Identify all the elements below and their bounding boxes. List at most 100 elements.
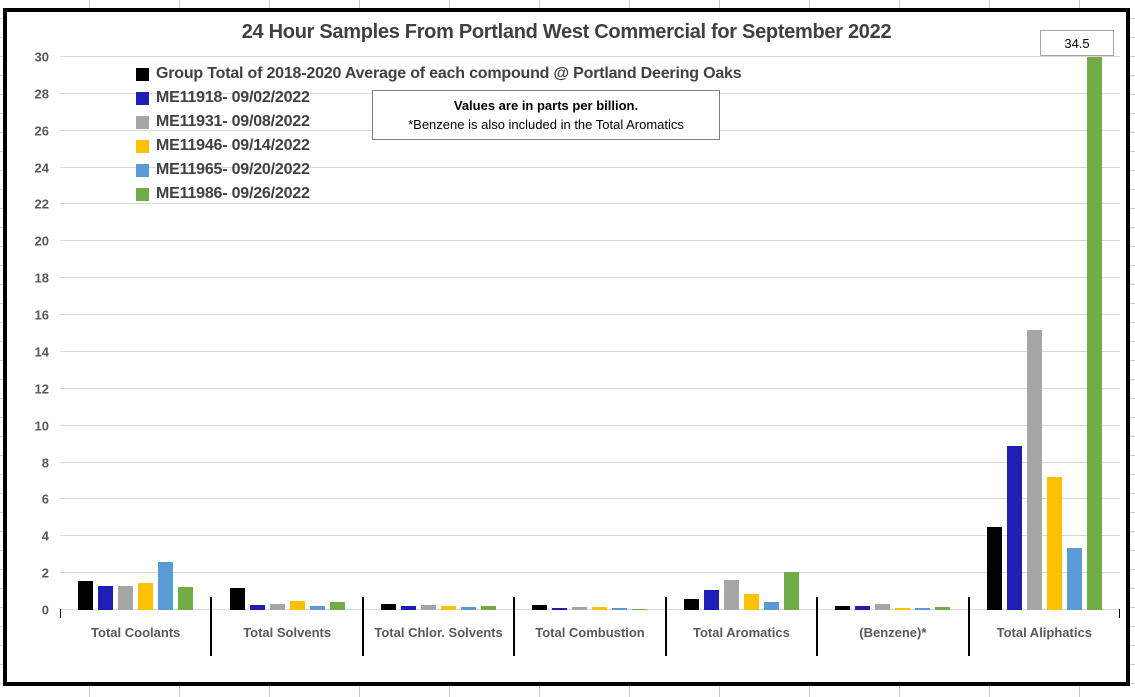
gridline-y-2 <box>60 572 1120 574</box>
x-axis-category-label: Total Aliphatics <box>996 625 1092 640</box>
x-axis-category-label: Total Aromatics <box>693 625 790 640</box>
bar[interactable] <box>1026 329 1042 610</box>
y-axis-tick-label: 18 <box>34 270 49 286</box>
bar[interactable] <box>381 603 397 610</box>
bar[interactable] <box>632 609 648 610</box>
legend-label: ME11946- 09/14/2022 <box>156 137 310 154</box>
bar-group-0 <box>60 57 211 610</box>
bar-group-2 <box>363 57 514 610</box>
units-note-line1: Values are in parts per billion. <box>453 98 639 113</box>
bar[interactable] <box>78 581 94 610</box>
bar[interactable] <box>835 606 851 610</box>
bar[interactable] <box>1046 477 1062 610</box>
bar[interactable] <box>269 604 285 610</box>
gridline-y-22 <box>60 203 1120 205</box>
bar[interactable] <box>249 605 265 610</box>
bar[interactable] <box>1086 57 1102 610</box>
bar[interactable] <box>743 594 759 610</box>
y-axis-tick-label: 26 <box>34 123 49 139</box>
x-axis-category-label: Total Chlor. Solvents <box>374 625 503 640</box>
gridline-y-16 <box>60 314 1120 316</box>
bar[interactable] <box>1066 548 1082 610</box>
bar[interactable] <box>723 579 739 610</box>
legend-label: Group Total of 2018-2020 Average of each… <box>156 65 742 82</box>
bar[interactable] <box>178 586 194 610</box>
plot-area: Group Total of 2018-2020 Average of each… <box>35 30 1120 656</box>
bar[interactable] <box>612 608 628 610</box>
x-axis-category-label: (Benzene)* <box>859 625 927 640</box>
y-axis-tick-label: 22 <box>34 196 49 212</box>
bar-group-1 <box>211 57 362 610</box>
gridline-y-18 <box>60 277 1120 279</box>
legend-item-3[interactable]: ME11946- 09/14/2022 <box>136 137 741 155</box>
units-note-line2: *Benzene is also included in the Total A… <box>408 117 684 132</box>
category-separator <box>361 597 364 656</box>
legend-item-5[interactable]: ME11986- 09/26/2022 <box>136 185 741 203</box>
bar[interactable] <box>158 562 174 610</box>
legend-item-1[interactable]: ME11918- 09/02/2022 <box>136 89 741 107</box>
bar-group-3 <box>514 57 665 610</box>
bar[interactable] <box>783 572 799 610</box>
bar[interactable] <box>855 606 871 610</box>
y-axis-tick-label: 30 <box>34 49 49 65</box>
bar[interactable] <box>935 607 951 610</box>
legend-color-swatch <box>136 139 149 153</box>
bar[interactable] <box>763 601 779 610</box>
legend-color-swatch <box>136 163 149 177</box>
y-axis-tick-label: 0 <box>41 602 49 618</box>
bar[interactable] <box>461 607 477 610</box>
y-axis-tick-label: 24 <box>34 160 49 176</box>
category-separator <box>210 597 213 656</box>
bar[interactable] <box>986 527 1002 610</box>
bar[interactable] <box>118 586 134 610</box>
bar[interactable] <box>329 601 345 610</box>
bar[interactable] <box>481 606 497 610</box>
y-axis-tick-label: 16 <box>34 307 49 323</box>
legend-label: ME11918- 09/02/2022 <box>156 89 310 106</box>
legend-item-4[interactable]: ME11965- 09/20/2022 <box>136 161 741 179</box>
bar[interactable] <box>421 605 437 610</box>
bar[interactable] <box>309 606 325 610</box>
gridline-y-30 <box>60 56 1120 57</box>
chart-title: 24 Hour Samples From Portland West Comme… <box>241 21 892 43</box>
x-axis-category-label: Total Solvents <box>243 625 332 640</box>
legend-label: ME11931- 09/08/2022 <box>156 113 310 130</box>
bar[interactable] <box>895 608 911 610</box>
gridline-y-24 <box>60 166 1120 168</box>
bar[interactable] <box>703 589 719 610</box>
bar-group-4 <box>666 57 817 610</box>
legend-item-2[interactable]: ME11931- 09/08/2022 <box>136 113 741 131</box>
axis-end-tick-left <box>60 609 61 618</box>
gridline-y-12 <box>60 387 1120 389</box>
bar[interactable] <box>441 606 457 610</box>
legend-item-0[interactable]: Group Total of 2018-2020 Average of each… <box>136 65 742 83</box>
bar[interactable] <box>592 607 608 610</box>
bar[interactable] <box>138 583 154 610</box>
chart[interactable]: 24 Hour Samples From Portland West Comme… <box>3 8 1130 686</box>
bar[interactable] <box>289 600 305 610</box>
y-axis-tick-label: 20 <box>34 233 49 249</box>
bar[interactable] <box>532 605 548 610</box>
bar[interactable] <box>875 604 891 610</box>
gridline-y-6 <box>60 498 1120 500</box>
bar[interactable] <box>683 598 699 610</box>
category-separator <box>664 597 667 656</box>
y-axis-tick-label: 4 <box>41 528 49 544</box>
x-axis-category-label: Total Combustion <box>535 625 645 640</box>
gridline-y-0 <box>60 609 1120 610</box>
y-axis-tick-label: 14 <box>34 344 49 360</box>
y-axis-tick-label: 28 <box>34 86 49 102</box>
bar[interactable] <box>915 608 931 610</box>
bar[interactable] <box>229 587 245 610</box>
bar-group-5 <box>817 57 968 610</box>
chart-legend: Group Total of 2018-2020 Average of each… <box>136 65 742 203</box>
bar[interactable] <box>552 608 568 610</box>
legend-label: ME11986- 09/26/2022 <box>156 185 310 202</box>
y-axis-tick-label: 12 <box>34 381 49 397</box>
x-axis-category-label: Total Coolants <box>91 625 181 640</box>
bar[interactable] <box>1006 445 1022 610</box>
bar[interactable] <box>572 607 588 610</box>
bar[interactable] <box>401 606 417 610</box>
y-axis-tick-label: 8 <box>41 455 49 471</box>
bar[interactable] <box>98 586 114 610</box>
